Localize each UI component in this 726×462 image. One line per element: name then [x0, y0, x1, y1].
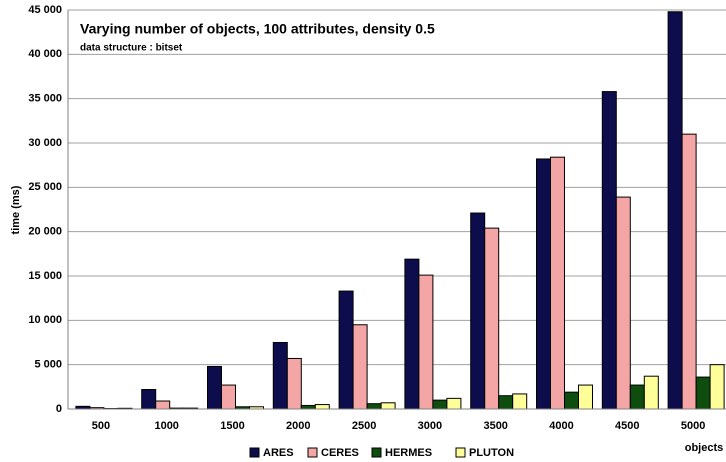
bar	[667, 11, 683, 410]
y-tick-label: 40 000	[28, 48, 62, 60]
bar	[300, 404, 316, 410]
bar	[709, 364, 725, 410]
bar	[484, 227, 500, 410]
chart-subtitle: data structure : bitset	[80, 43, 183, 54]
bar	[314, 404, 330, 410]
bar	[221, 384, 236, 410]
bar	[207, 365, 222, 410]
x-tick-label: 500	[92, 420, 110, 432]
bar	[695, 376, 711, 410]
bar	[338, 290, 354, 410]
bar	[366, 403, 382, 410]
y-tick-label: 35 000	[28, 93, 62, 105]
bar	[155, 400, 171, 410]
chart-title: Varying number of objects, 100 attribute…	[80, 21, 435, 37]
bar	[470, 212, 486, 410]
legend-marker	[371, 447, 382, 458]
legend-marker	[307, 447, 318, 458]
bar	[681, 133, 697, 410]
x-tick-label: 3000	[418, 420, 442, 432]
bar	[629, 384, 645, 410]
y-tick-label: 20 000	[28, 226, 62, 238]
x-tick-label: 1000	[154, 420, 178, 432]
y-tick-label: 15 000	[28, 270, 62, 282]
bar	[643, 375, 659, 410]
legend-marker	[455, 447, 466, 458]
bar	[286, 357, 302, 410]
bar	[352, 324, 368, 410]
x-tick-label: 2000	[286, 420, 310, 432]
bar	[418, 274, 434, 410]
bar	[578, 384, 593, 410]
y-tick-label: 30 000	[28, 137, 62, 149]
bar	[272, 342, 288, 410]
y-tick-label: 45 000	[28, 4, 62, 16]
bar	[536, 158, 551, 410]
bar	[446, 397, 462, 410]
legend-label: CERES	[321, 447, 359, 459]
bar	[615, 196, 631, 410]
bar	[550, 156, 565, 410]
y-tick-label: 25 000	[28, 181, 62, 193]
bar	[432, 399, 448, 410]
bar	[498, 395, 514, 410]
x-tick-label: 5000	[681, 420, 705, 432]
bar	[380, 402, 396, 410]
bar	[512, 393, 528, 410]
legend-label: PLUTON	[469, 447, 514, 459]
y-tick-label: 5 000	[34, 359, 62, 371]
x-tick-label: 4500	[615, 420, 639, 432]
legend-label: HERMES	[385, 447, 432, 459]
x-tick-label: 4000	[549, 420, 573, 432]
y-tick-label: 0	[56, 403, 62, 415]
x-tick-label: 3500	[483, 420, 507, 432]
y-axis-label: time (ms)	[10, 185, 22, 234]
bar	[404, 258, 420, 410]
bar	[601, 91, 617, 410]
bar	[564, 391, 579, 410]
x-axis-label: objects	[685, 442, 724, 454]
y-tick-label: 10 000	[28, 314, 62, 326]
bar	[141, 388, 157, 410]
x-tick-label: 1500	[220, 420, 244, 432]
legend-label: ARES	[263, 447, 294, 459]
legend-marker	[249, 447, 260, 458]
x-tick-label: 2500	[352, 420, 376, 432]
